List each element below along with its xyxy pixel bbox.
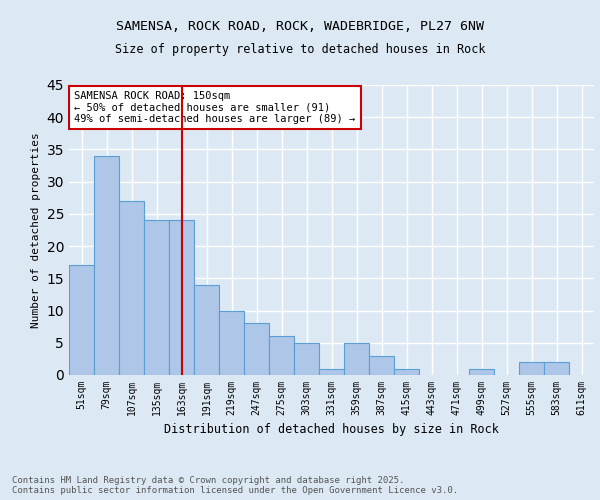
X-axis label: Distribution of detached houses by size in Rock: Distribution of detached houses by size … xyxy=(164,424,499,436)
Bar xyxy=(194,285,219,375)
Text: SAMENSA ROCK ROAD: 150sqm
← 50% of detached houses are smaller (91)
49% of semi-: SAMENSA ROCK ROAD: 150sqm ← 50% of detac… xyxy=(74,91,355,124)
Bar xyxy=(544,362,569,375)
Bar xyxy=(94,156,119,375)
Y-axis label: Number of detached properties: Number of detached properties xyxy=(31,132,41,328)
Bar xyxy=(144,220,169,375)
Bar xyxy=(294,343,319,375)
Text: Contains HM Land Registry data © Crown copyright and database right 2025.
Contai: Contains HM Land Registry data © Crown c… xyxy=(12,476,458,495)
Bar xyxy=(119,201,144,375)
Bar xyxy=(169,220,194,375)
Bar xyxy=(369,356,394,375)
Bar xyxy=(519,362,544,375)
Bar xyxy=(244,324,269,375)
Bar xyxy=(219,310,244,375)
Bar xyxy=(469,368,494,375)
Text: SAMENSA, ROCK ROAD, ROCK, WADEBRIDGE, PL27 6NW: SAMENSA, ROCK ROAD, ROCK, WADEBRIDGE, PL… xyxy=(116,20,484,33)
Bar xyxy=(344,343,369,375)
Bar xyxy=(69,266,94,375)
Text: Size of property relative to detached houses in Rock: Size of property relative to detached ho… xyxy=(115,42,485,56)
Bar xyxy=(394,368,419,375)
Bar xyxy=(319,368,344,375)
Bar xyxy=(269,336,294,375)
